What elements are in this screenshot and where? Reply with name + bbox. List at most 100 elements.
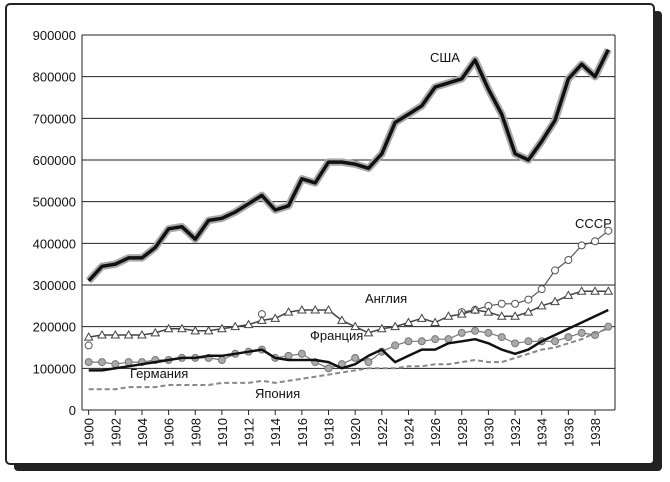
- marker: [497, 333, 506, 342]
- marker: [217, 356, 226, 364]
- x-tick-label: 1926: [428, 418, 443, 447]
- marker: [297, 304, 307, 314]
- y-tick-label: 0: [69, 403, 76, 418]
- series-label: Англия: [365, 291, 407, 306]
- x-tick-label: 1932: [508, 418, 523, 447]
- y-tick-label: 300000: [33, 278, 76, 293]
- marker: [591, 237, 600, 246]
- series-label: Япония: [255, 386, 300, 401]
- y-tick-label: 500000: [33, 195, 76, 210]
- marker: [124, 358, 133, 367]
- marker: [483, 307, 494, 316]
- marker: [363, 327, 374, 337]
- marker: [564, 256, 573, 264]
- marker: [336, 315, 347, 324]
- marker: [551, 337, 560, 346]
- marker: [364, 358, 373, 367]
- marker: [443, 311, 454, 320]
- x-tick-label: 1936: [561, 418, 576, 447]
- marker: [257, 315, 267, 324]
- marker: [496, 311, 507, 320]
- marker: [456, 309, 467, 318]
- series-label: СССР: [575, 216, 612, 231]
- marker: [123, 329, 134, 339]
- marker: [270, 313, 281, 322]
- marker: [431, 335, 440, 344]
- marker: [430, 317, 440, 326]
- marker: [604, 226, 613, 235]
- marker: [563, 290, 574, 299]
- y-tick-label: 900000: [33, 28, 76, 43]
- x-tick-label: 1910: [215, 418, 230, 447]
- marker: [391, 341, 400, 350]
- marker: [484, 328, 493, 337]
- series-label: Германия: [130, 366, 188, 381]
- marker: [511, 339, 520, 348]
- marker: [97, 358, 106, 367]
- marker: [524, 295, 533, 304]
- marker: [284, 351, 293, 360]
- marker: [510, 311, 520, 320]
- marker: [417, 337, 426, 346]
- marker: [323, 304, 334, 314]
- marker: [203, 325, 214, 335]
- marker: [350, 321, 361, 331]
- x-tick-label: 1904: [135, 418, 150, 447]
- marker: [457, 328, 466, 337]
- marker: [283, 307, 294, 316]
- marker: [416, 313, 427, 322]
- marker: [603, 286, 614, 295]
- marker: [137, 329, 147, 339]
- marker: [230, 321, 241, 331]
- marker: [471, 326, 480, 335]
- marker: [83, 332, 94, 341]
- y-tick-label: 100000: [33, 361, 76, 376]
- x-tick-label: 1920: [348, 418, 363, 447]
- marker: [351, 353, 360, 362]
- marker: [217, 323, 227, 333]
- marker: [376, 323, 387, 333]
- marker: [577, 328, 586, 337]
- marker: [150, 327, 161, 337]
- marker: [523, 307, 534, 316]
- marker: [470, 304, 480, 314]
- marker: [84, 341, 93, 350]
- y-tick-label: 800000: [33, 70, 76, 85]
- y-tick-label: 400000: [33, 236, 76, 251]
- marker: [163, 323, 174, 333]
- marker: [497, 299, 506, 308]
- marker: [576, 286, 587, 295]
- x-tick-label: 1922: [375, 418, 390, 447]
- x-tick-label: 1906: [162, 418, 177, 447]
- marker: [190, 325, 201, 335]
- marker: [310, 304, 321, 314]
- series-line: [88, 327, 609, 391]
- marker: [297, 349, 306, 358]
- x-tick-label: 1916: [295, 418, 310, 447]
- series-label: Франция: [310, 328, 363, 343]
- marker: [97, 329, 107, 339]
- series-label: США: [430, 50, 460, 65]
- x-tick-label: 1918: [322, 418, 337, 447]
- marker: [111, 360, 120, 369]
- marker: [537, 285, 546, 294]
- x-tick-label: 1934: [535, 418, 550, 447]
- x-tick-label: 1938: [588, 418, 603, 447]
- series-line: [88, 290, 609, 338]
- marker: [444, 335, 453, 344]
- y-tick-label: 200000: [33, 320, 76, 335]
- marker: [604, 322, 613, 331]
- marker: [390, 321, 400, 331]
- marker: [403, 317, 414, 326]
- marker: [536, 300, 547, 310]
- marker: [177, 323, 187, 333]
- marker: [564, 333, 573, 342]
- x-tick-label: 1914: [268, 418, 283, 447]
- marker: [324, 364, 333, 373]
- x-tick-label: 1924: [401, 418, 416, 447]
- series-line: [87, 48, 610, 282]
- marker: [524, 337, 533, 346]
- x-tick-label: 1928: [455, 418, 470, 447]
